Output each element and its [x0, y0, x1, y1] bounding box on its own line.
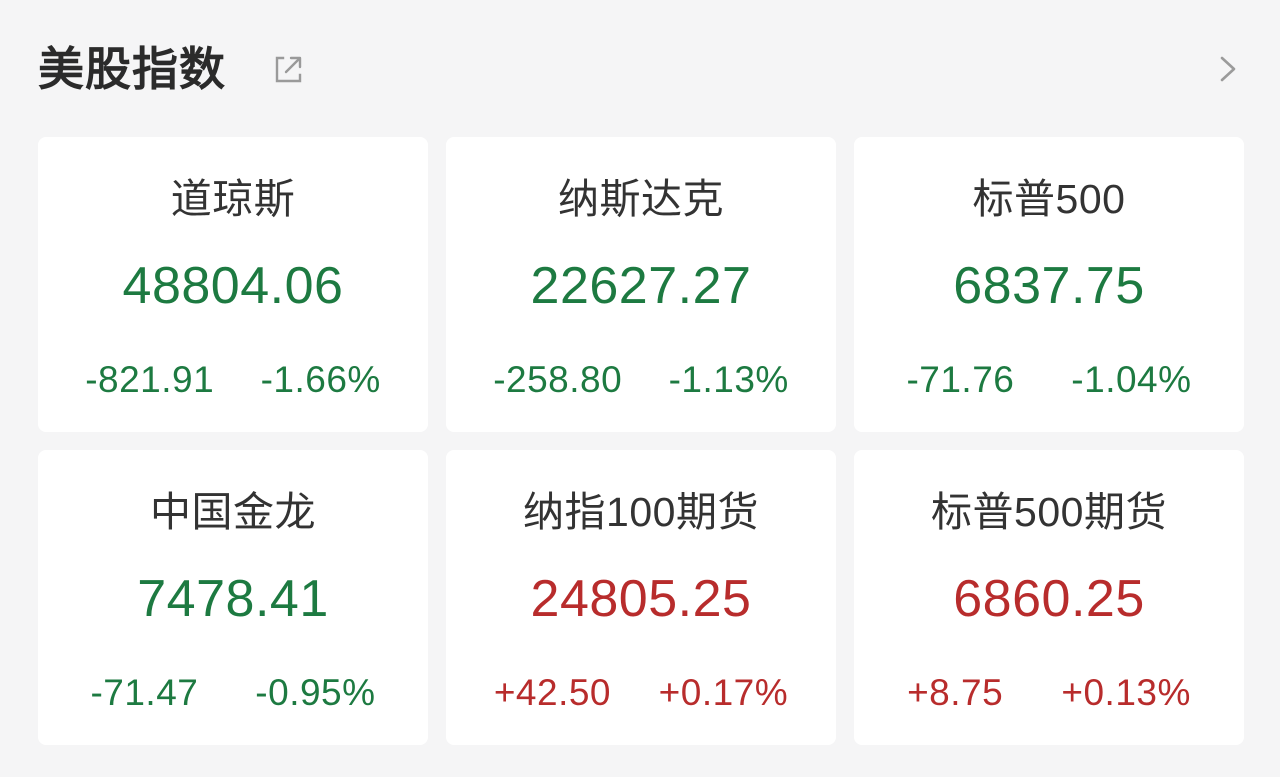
index-name: 中国金龙 [150, 489, 316, 535]
index-name: 标普500 [972, 176, 1126, 222]
index-price: 6860.25 [953, 570, 1145, 628]
index-card[interactable]: 标普500 6837.75 -71.76 -1.04% [854, 137, 1244, 432]
index-price: 48804.06 [122, 257, 344, 315]
share-icon[interactable] [268, 49, 308, 89]
index-change: -71.76 [906, 359, 1015, 400]
index-card-grid: 道琼斯 48804.06 -821.91 -1.66% 纳斯达克 22627.2… [0, 137, 1280, 745]
index-name: 道琼斯 [170, 176, 296, 222]
index-card[interactable]: 道琼斯 48804.06 -821.91 -1.66% [38, 137, 428, 432]
index-name: 纳指100期货 [523, 489, 759, 535]
index-card[interactable]: 中国金龙 7478.41 -71.47 -0.95% [38, 450, 428, 745]
index-change-row: +42.50 +0.17% [464, 674, 818, 711]
index-change: -821.91 [85, 359, 215, 400]
index-percent: +0.17% [658, 672, 789, 713]
page-header: 美股指数 [0, 0, 1280, 137]
index-name: 纳斯达克 [558, 176, 724, 222]
index-price: 7478.41 [137, 570, 329, 628]
index-change-row: -821.91 -1.66% [56, 361, 410, 398]
index-percent: -0.95% [255, 672, 376, 713]
index-change: +42.50 [493, 672, 612, 713]
header-left-group: 美股指数 [38, 46, 1200, 92]
index-change-row: -71.47 -0.95% [56, 674, 410, 711]
index-change-row: +8.75 +0.13% [872, 674, 1226, 711]
index-price: 24805.25 [530, 570, 752, 628]
index-change: -258.80 [493, 359, 623, 400]
index-percent: -1.66% [260, 359, 381, 400]
index-percent: +0.13% [1061, 672, 1191, 713]
page-title: 美股指数 [38, 42, 226, 95]
index-percent: -1.13% [668, 359, 789, 400]
index-card[interactable]: 纳斯达克 22627.27 -258.80 -1.13% [446, 137, 836, 432]
index-card[interactable]: 纳指100期货 24805.25 +42.50 +0.17% [446, 450, 836, 745]
index-change-row: -258.80 -1.13% [464, 361, 818, 398]
index-change-row: -71.76 -1.04% [872, 361, 1226, 398]
index-percent: -1.04% [1071, 359, 1192, 400]
index-name: 标普500期货 [931, 489, 1167, 535]
index-price: 22627.27 [530, 257, 752, 315]
index-change: -71.47 [90, 672, 199, 713]
index-card[interactable]: 标普500期货 6860.25 +8.75 +0.13% [854, 450, 1244, 745]
index-price: 6837.75 [953, 257, 1145, 315]
chevron-right-icon[interactable] [1200, 47, 1244, 91]
index-change: +8.75 [907, 672, 1004, 713]
